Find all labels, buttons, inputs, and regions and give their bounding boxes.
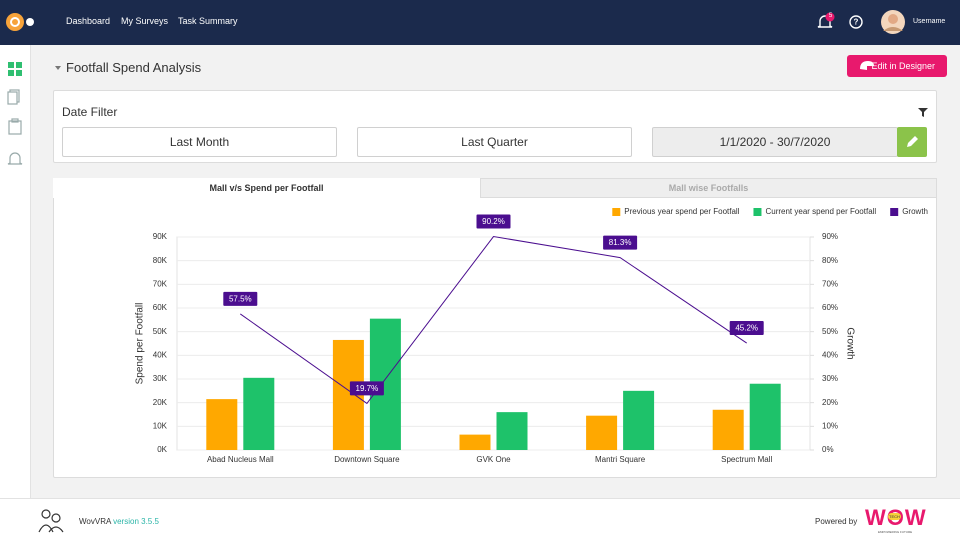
line [240, 235, 747, 405]
date-filter-title: Date Filter [62, 105, 118, 119]
y-tick-label: 10K [153, 421, 168, 430]
y-tick-label: 30K [153, 374, 168, 383]
value-label: 81.3% [609, 238, 632, 247]
y-axis-label: Spend per Footfall [135, 303, 146, 385]
value-label: 57.5% [229, 295, 252, 304]
bar [623, 390, 655, 450]
y-tick-label: 80K [153, 256, 168, 265]
x-tick-label: Mantri Square [595, 455, 646, 464]
y-tick-label: 20K [153, 398, 168, 407]
help-icon[interactable]: ? [848, 14, 864, 30]
value-label-box [476, 214, 511, 229]
x-tick-label: Spectrum Mall [721, 455, 772, 464]
chart: 0K 10K 20K 30K 40K 50K 60K 70K 80K 90K 0% 10% 20% 30%… [135, 207, 928, 464]
bar [206, 399, 238, 450]
y-tick-label: 0K [157, 445, 167, 454]
app-version: version 3.5.5 [113, 517, 159, 526]
powered-by: Powered by [815, 517, 858, 526]
value-label-box [349, 381, 384, 396]
y-tick-label: 60K [153, 303, 168, 312]
y2-tick-label: 10% [822, 421, 838, 430]
notification-count: 5 [828, 13, 833, 19]
page-title: Footfall Spend Analysis [66, 60, 202, 75]
avatar[interactable] [880, 9, 906, 35]
date-range[interactable]: 1/1/2020 - 30/7/2020 [652, 127, 898, 157]
legend-label: Previous year spend per Footfall [624, 207, 739, 216]
bar [496, 412, 528, 450]
username[interactable]: Username [913, 18, 946, 25]
notification-bell[interactable] [816, 12, 836, 32]
nav-link[interactable]: My Surveys [121, 16, 169, 26]
bar [243, 377, 275, 450]
nav-link[interactable]: Task Summary [178, 16, 238, 26]
x-tick-label: GVK One [476, 455, 511, 464]
bar [459, 434, 491, 450]
tab[interactable]: Mall wise Footfalls [480, 178, 937, 198]
x-tick-label: Downtown Square [334, 455, 400, 464]
value-label: 90.2% [482, 217, 505, 226]
legend-swatch [612, 208, 621, 216]
y2-tick-label: 0% [822, 445, 834, 454]
value-label: 19.7% [356, 384, 379, 393]
y-tick-label: 50K [153, 327, 168, 336]
edit-date-button[interactable] [897, 127, 927, 157]
sidebar-icons [7, 62, 23, 165]
last-quarter-button[interactable]: Last Quarter [357, 127, 632, 157]
y2-tick-label: 50% [822, 327, 838, 336]
app-name: WovVRA [79, 517, 111, 526]
collapse-caret[interactable] [54, 64, 64, 72]
value-label-box [729, 321, 764, 336]
legend-label: Growth [902, 207, 928, 216]
edit-in-designer-button[interactable]: Edit in Designer [847, 55, 947, 77]
value-label-box [603, 235, 638, 250]
footer: WovVRA version 3.5.5 Powered by WOW TECH… [0, 498, 960, 540]
x-tick-label: Abad Nucleus Mall [207, 455, 274, 464]
logo-badge: TECH [888, 513, 901, 520]
footer-icon [38, 509, 64, 533]
app-logo[interactable] [5, 11, 37, 33]
bar [712, 409, 744, 450]
bar [586, 415, 618, 450]
y2-tick-label: 20% [822, 398, 838, 407]
svg-text:?: ? [854, 18, 859, 27]
tab-active[interactable]: Mall v/s Spend per Footfall [53, 178, 480, 198]
nav-link[interactable]: Dashboard [66, 16, 111, 26]
y2-tick-label: 90% [822, 232, 838, 241]
last-month-button[interactable]: Last Month [62, 127, 337, 157]
footer-app: WovVRA version 3.5.5 [79, 517, 159, 526]
y-tick-label: 40K [153, 350, 168, 359]
legend-swatch [753, 208, 762, 216]
y2-tick-label: 40% [822, 350, 838, 359]
logo-tagline: EMPOWERING FUTURE [878, 530, 913, 534]
legend-label: Current year spend per Footfall [765, 207, 876, 216]
y2-tick-label: 30% [822, 374, 838, 383]
top-nav: Dashboard My Surveys Task Summary 5 ? Us… [0, 0, 960, 45]
y2-tick-label: 60% [822, 303, 838, 312]
y2-tick-label: 80% [822, 256, 838, 265]
y-tick-label: 90K [153, 232, 168, 241]
y-tick-label: 70K [153, 279, 168, 288]
filter-icon[interactable] [917, 107, 929, 118]
sidebar [0, 45, 31, 498]
legend-swatch [890, 208, 899, 216]
value-label-box [223, 291, 258, 306]
y2-tick-label: 70% [822, 279, 838, 288]
bar [749, 383, 781, 450]
designer-icon [860, 61, 874, 70]
value-label: 45.2% [735, 324, 758, 333]
y2-axis-label: Growth [844, 327, 855, 359]
